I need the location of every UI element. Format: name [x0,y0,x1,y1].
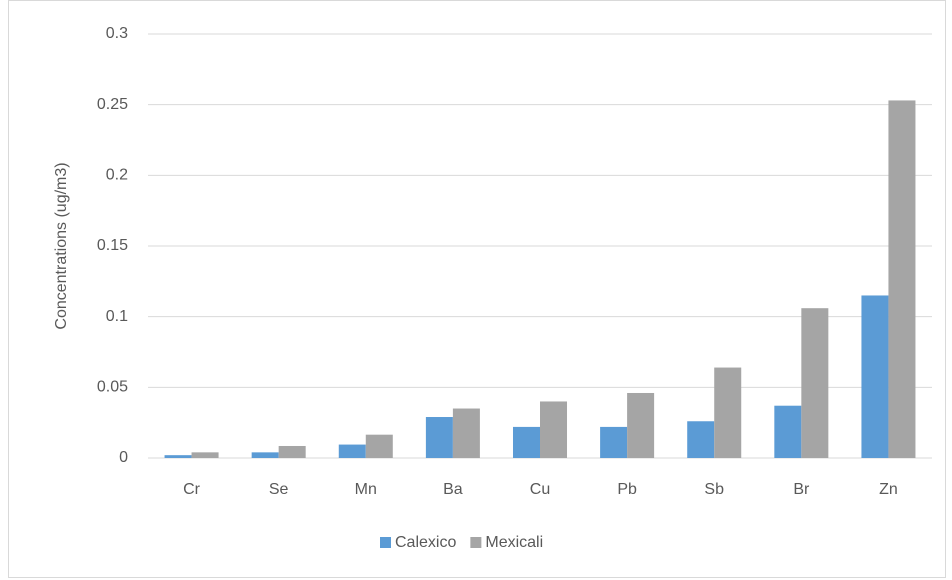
bar [627,392,655,458]
bar [861,295,889,458]
x-tick-label: Sb [704,481,724,498]
x-tick-label: Se [269,481,289,498]
chart-border [8,0,946,578]
bar [338,444,366,458]
legend-swatch [470,537,482,548]
y-tick-label: 0.1 [106,308,128,325]
x-tick-label: Cu [530,481,550,498]
x-tick-label: Pb [617,481,637,498]
bar [452,408,480,458]
bar [365,434,393,458]
y-tick-label: 0 [119,449,128,466]
y-tick-label: 0.15 [97,237,128,254]
x-tick-label: Zn [879,481,898,498]
bar [191,452,219,458]
bar [888,100,916,458]
y-tick-label: 0.3 [106,25,128,42]
legend-label: Mexicali [485,534,543,551]
y-tick-label: 0.05 [97,379,128,396]
x-tick-label: Br [793,481,810,498]
x-tick-label: Mn [355,481,377,498]
legend-label: Calexico [395,534,456,551]
x-tick-label: Cr [183,481,201,498]
bar [512,426,540,458]
bar [251,452,279,458]
bar [774,405,802,458]
bar [687,421,715,458]
bar [801,308,829,458]
bar [714,367,742,458]
legend-swatch [380,537,391,548]
bar [425,417,453,458]
x-tick-label: Ba [443,481,463,498]
bar [278,445,306,458]
bar [164,455,192,458]
y-tick-label: 0.25 [97,96,128,113]
bar [600,426,628,458]
y-axis-title: Concentrations (ug/m3) [53,162,70,329]
bar [540,401,568,458]
y-tick-label: 0.2 [106,167,128,184]
